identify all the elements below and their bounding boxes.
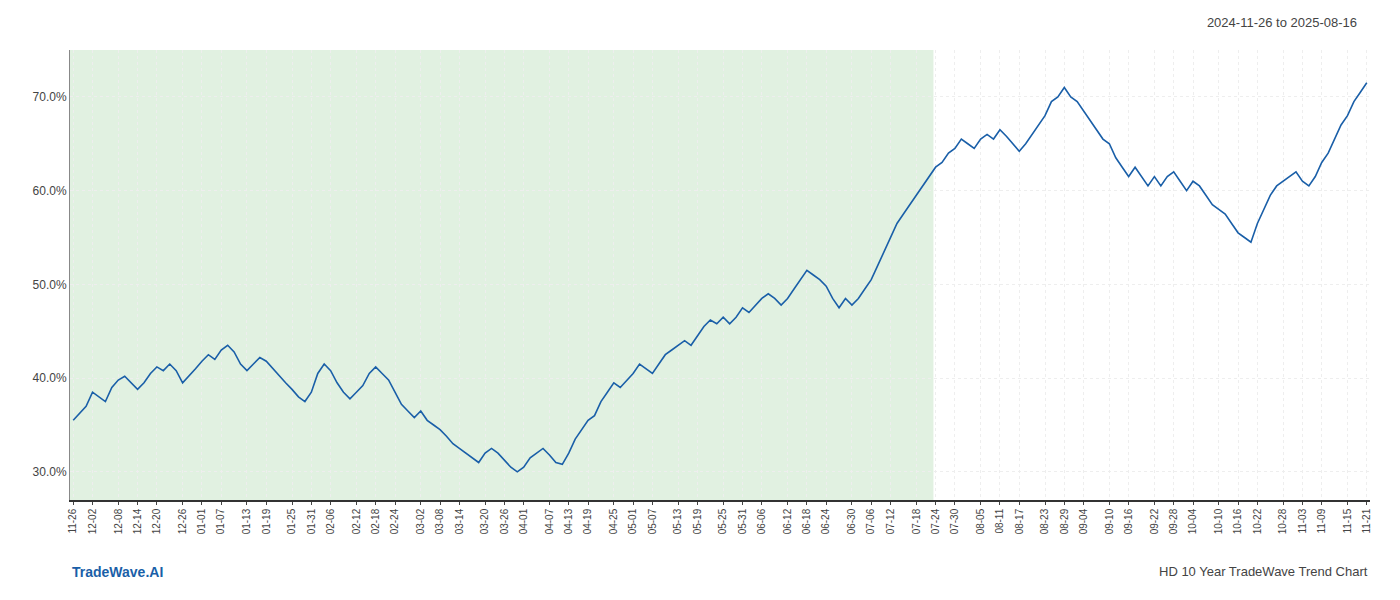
svg-text:12-02: 12-02 (87, 508, 98, 534)
svg-text:09-28: 09-28 (1168, 508, 1179, 534)
svg-text:05-31: 05-31 (737, 508, 748, 534)
svg-text:12-26: 12-26 (177, 508, 188, 534)
svg-text:01-01: 01-01 (196, 508, 207, 534)
svg-text:01-31: 01-31 (306, 508, 317, 534)
svg-text:01-25: 01-25 (286, 508, 297, 534)
svg-text:40.0%: 40.0% (33, 371, 67, 385)
svg-text:11-26: 11-26 (67, 508, 78, 533)
svg-text:30.0%: 30.0% (33, 465, 67, 479)
svg-text:08-23: 08-23 (1039, 508, 1050, 534)
svg-text:12-14: 12-14 (132, 508, 143, 534)
svg-text:02-18: 02-18 (370, 508, 381, 534)
svg-text:03-20: 03-20 (479, 508, 490, 534)
svg-text:06-18: 06-18 (801, 508, 812, 534)
svg-text:05-13: 05-13 (672, 508, 683, 534)
svg-text:10-16: 10-16 (1232, 508, 1243, 534)
svg-text:04-07: 04-07 (544, 508, 555, 534)
svg-text:04-01: 04-01 (518, 508, 529, 534)
svg-text:50.0%: 50.0% (33, 278, 67, 292)
svg-text:12-20: 12-20 (151, 508, 162, 534)
svg-text:09-04: 09-04 (1078, 508, 1089, 534)
svg-text:08-17: 08-17 (1014, 508, 1025, 534)
svg-text:08-05: 08-05 (975, 508, 986, 534)
svg-text:TradeWave.AI: TradeWave.AI (72, 564, 163, 580)
svg-text:09-10: 09-10 (1104, 508, 1115, 534)
svg-text:11-15: 11-15 (1342, 508, 1353, 533)
svg-text:02-06: 02-06 (325, 508, 336, 534)
svg-text:03-08: 03-08 (434, 508, 445, 534)
svg-text:01-07: 01-07 (215, 508, 226, 534)
svg-text:12-08: 12-08 (113, 508, 124, 534)
svg-text:01-13: 01-13 (241, 508, 252, 534)
svg-text:70.0%: 70.0% (33, 90, 67, 104)
svg-text:03-02: 03-02 (415, 508, 426, 534)
svg-text:07-06: 07-06 (865, 508, 876, 534)
svg-text:08-29: 08-29 (1059, 508, 1070, 534)
svg-text:04-13: 04-13 (563, 508, 574, 534)
svg-text:HD 10 Year TradeWave Trend Cha: HD 10 Year TradeWave Trend Chart (1159, 564, 1368, 579)
svg-text:10-04: 10-04 (1187, 508, 1198, 534)
svg-text:09-22: 09-22 (1149, 508, 1160, 534)
svg-text:11-03: 11-03 (1297, 508, 1308, 533)
svg-text:07-12: 07-12 (885, 508, 896, 534)
svg-text:07-18: 07-18 (911, 508, 922, 534)
svg-text:11-09: 11-09 (1316, 508, 1327, 533)
svg-text:60.0%: 60.0% (33, 184, 67, 198)
svg-text:04-19: 04-19 (582, 508, 593, 534)
svg-text:08-11: 08-11 (994, 508, 1005, 533)
svg-text:10-28: 10-28 (1277, 508, 1288, 534)
svg-text:10-10: 10-10 (1213, 508, 1224, 534)
svg-text:06-06: 06-06 (756, 508, 767, 534)
svg-text:07-30: 07-30 (949, 508, 960, 534)
svg-text:02-12: 02-12 (351, 508, 362, 534)
svg-text:05-07: 05-07 (647, 508, 658, 534)
svg-text:2024-11-26 to 2025-08-16: 2024-11-26 to 2025-08-16 (1207, 15, 1357, 30)
svg-text:05-01: 05-01 (627, 508, 638, 534)
svg-text:05-25: 05-25 (717, 508, 728, 534)
svg-text:03-26: 03-26 (499, 508, 510, 534)
svg-text:06-12: 06-12 (782, 508, 793, 534)
svg-text:04-25: 04-25 (608, 508, 619, 534)
svg-text:06-24: 06-24 (820, 508, 831, 534)
svg-text:11-21: 11-21 (1361, 508, 1372, 533)
svg-text:05-19: 05-19 (692, 508, 703, 534)
svg-text:06-30: 06-30 (846, 508, 857, 534)
svg-text:01-19: 01-19 (261, 508, 272, 534)
svg-text:02-24: 02-24 (389, 508, 400, 534)
svg-text:09-16: 09-16 (1123, 508, 1134, 534)
svg-text:03-14: 03-14 (454, 508, 465, 534)
svg-text:07-24: 07-24 (930, 508, 941, 534)
svg-text:10-22: 10-22 (1252, 508, 1263, 534)
